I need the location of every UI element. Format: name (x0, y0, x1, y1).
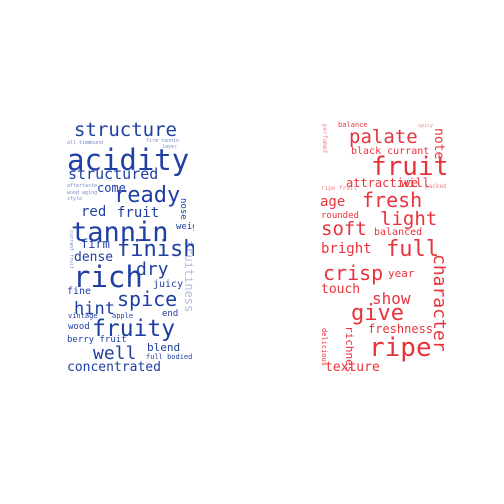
cloud-word: well (93, 343, 137, 364)
cloud-word: structured (68, 165, 159, 183)
cloud-word: concentrated (67, 360, 161, 374)
cloud-word: ripe fruit (321, 185, 358, 192)
cloud-word: give (351, 301, 404, 326)
cloud-word: fine (67, 286, 92, 297)
cloud-word: ready (114, 183, 181, 208)
cloud-word: soft (321, 218, 367, 240)
cloud-word: character (429, 254, 446, 352)
cloud-word: nose (178, 198, 188, 220)
cloud-word: vintage (68, 312, 98, 320)
cloud-word: black currant (351, 146, 430, 157)
cloud-word: crisp (323, 261, 384, 285)
cloud-word: balanced (374, 227, 423, 238)
cloud-word: light (380, 208, 438, 230)
cloud-word: berry fruit (67, 335, 127, 345)
cloud-word: texture (325, 360, 380, 374)
cloud-word: firm (81, 237, 110, 251)
cloud-word: fruitiness (182, 240, 194, 313)
cloud-word: full bodied (146, 353, 193, 361)
cloud-word: style (67, 196, 83, 202)
cloud-word: structure (74, 120, 177, 141)
cloud-word: round (88, 140, 104, 146)
cloud-word: rounded (321, 211, 359, 221)
cloud-word: fresh (362, 188, 423, 212)
cloud-word: red (81, 204, 107, 220)
cloud-word: perfumed (321, 124, 328, 153)
cloud-word: rich (73, 260, 143, 294)
cloud-word: spicy (418, 123, 434, 129)
cloud-word: year (388, 267, 415, 280)
cloud-word: freshness (368, 322, 434, 336)
cloud-word: touch (321, 282, 361, 297)
cloud-word: aftertaste (67, 183, 98, 189)
cloud-word: show (372, 289, 411, 308)
cloud-word: bright (321, 241, 372, 257)
cloud-word: firm tannin (146, 138, 180, 144)
cloud-word: balance (338, 121, 368, 129)
cloud-word: age (320, 194, 346, 210)
cloud-word: tannin (71, 217, 169, 248)
cloud-word: come (97, 181, 126, 195)
left-word-cloud: structure all time round firm tannin layer ac… (66, 120, 194, 375)
cloud-word: currant fruit (68, 230, 74, 270)
cloud-word: finish (117, 237, 194, 262)
cloud-word: acidity (67, 143, 190, 177)
cloud-word: note (431, 128, 446, 160)
cloud-word: wood (68, 322, 90, 332)
cloud-word: will (401, 176, 430, 190)
cloud-word: hint (74, 299, 115, 319)
right-word-cloud: balance spicy perfumed palate black currant n… (318, 120, 446, 375)
cloud-word: spice (117, 287, 178, 311)
cloud-word: delicious (320, 328, 328, 366)
cloud-word: fruity (92, 316, 176, 342)
cloud-word: wood aging (67, 190, 98, 196)
cloud-word: blend (147, 341, 181, 354)
cloud-word: layer (162, 144, 178, 150)
cloud-word: end (162, 309, 179, 319)
cloud-word: all time (67, 140, 92, 146)
cloud-word: fruit (117, 205, 160, 221)
cloud-word: richness (343, 326, 356, 374)
cloud-word: fruit (371, 152, 446, 182)
cloud-word: apple (112, 312, 134, 320)
cloud-word: juicy (153, 279, 184, 290)
cloud-word: attractive (346, 176, 419, 190)
cloud-word: palate (349, 126, 418, 148)
cloud-word: ripe (369, 333, 432, 363)
cloud-word: full (386, 237, 439, 262)
cloud-word: dense (74, 250, 114, 265)
cloud-word: packed (425, 183, 446, 190)
cloud-word: weight (176, 222, 194, 232)
cloud-word: dry (136, 259, 169, 280)
